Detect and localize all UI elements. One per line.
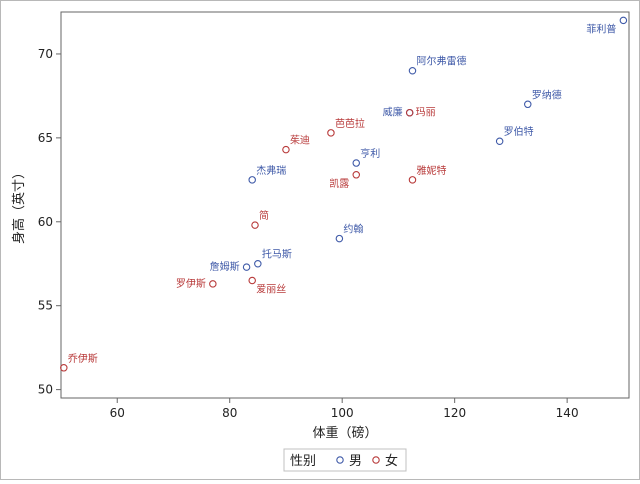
- plot-area: [60, 11, 630, 399]
- legend-label: 女: [385, 453, 398, 469]
- data-point: [254, 259, 262, 268]
- point-label: 约翰: [343, 223, 363, 236]
- y-axis: 50 55 60 65 70: [38, 47, 61, 397]
- data-point: [408, 66, 417, 75]
- point-label: 詹姆斯: [210, 260, 240, 273]
- legend-title: 性别: [290, 454, 316, 469]
- point-label: 托马斯: [262, 248, 292, 261]
- point-label: 凯露: [329, 177, 349, 190]
- legend-marker: [372, 456, 380, 464]
- data-point: [408, 176, 417, 184]
- point-label: 茱迪: [290, 135, 310, 147]
- data-point: [352, 171, 360, 179]
- x-tick-label: 100: [331, 406, 354, 420]
- point-label: 亨利: [360, 147, 380, 160]
- y-tick-label: 70: [38, 47, 53, 61]
- point-label: 罗纳德: [532, 88, 562, 101]
- point-label: 乔伊斯: [68, 352, 98, 365]
- legend: 性别 男女: [283, 448, 407, 472]
- point-label: 玛丽: [416, 107, 436, 119]
- data-point: [248, 176, 256, 184]
- data-point: [495, 137, 504, 145]
- data-point: [335, 234, 344, 243]
- data-point: [248, 276, 256, 285]
- data-point: [327, 129, 335, 137]
- point-label: 阿尔弗雷德: [416, 55, 466, 68]
- point-label: 罗伯特: [504, 125, 534, 138]
- y-tick-label: 55: [38, 299, 53, 313]
- y-tick-label: 65: [38, 131, 53, 145]
- point-label: 雅妮特: [416, 164, 446, 177]
- y-tick-label: 50: [38, 383, 53, 397]
- data-point: [209, 280, 217, 288]
- y-axis-title: 身高（英寸）: [11, 166, 27, 244]
- data-point: [524, 100, 532, 109]
- legend-marker: [336, 456, 344, 464]
- point-label: 芭芭拉: [335, 117, 365, 130]
- y-tick-label: 60: [38, 215, 53, 229]
- point-label: 爱丽丝: [256, 283, 286, 296]
- legend-box: [283, 448, 407, 472]
- data-point: [60, 364, 68, 372]
- legend-label: 男: [349, 454, 362, 469]
- data-point: [619, 16, 628, 25]
- legend-items: 男女: [336, 453, 398, 469]
- data-point: [405, 108, 414, 117]
- x-axis: 60 80 100 120 140: [110, 398, 579, 420]
- point-label: 杰弗瑞: [256, 164, 286, 177]
- point-label: 罗伊斯: [176, 277, 206, 290]
- x-tick-label: 140: [556, 406, 579, 420]
- x-tick-label: 120: [443, 406, 466, 420]
- point-label: 威廉: [383, 106, 403, 119]
- x-tick-label: 60: [110, 406, 125, 420]
- point-label: 菲利普: [586, 22, 616, 35]
- data-point: [352, 159, 360, 167]
- x-axis-title: 体重（磅）: [312, 425, 377, 441]
- data-point: [251, 221, 259, 229]
- data-point: [242, 263, 251, 271]
- x-tick-label: 80: [222, 406, 237, 420]
- point-label: 简: [259, 209, 269, 222]
- data-point: [282, 145, 290, 154]
